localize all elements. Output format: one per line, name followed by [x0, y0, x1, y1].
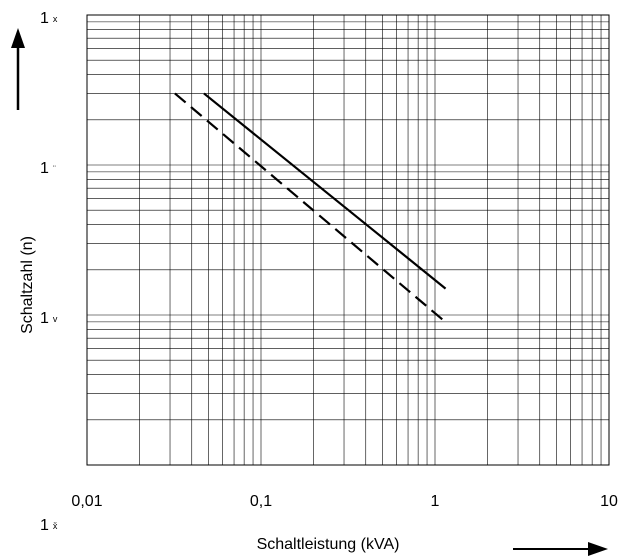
series-line-solid	[203, 92, 447, 290]
up-arrow-icon	[11, 28, 25, 110]
y-tick-exponent: x̌	[53, 521, 58, 531]
x-tick-label: 0,1	[250, 493, 272, 510]
y-tick-label: 1 x̌	[40, 517, 58, 534]
x-axis-label: Schaltleistung (kVA)	[257, 536, 400, 553]
series-group	[174, 92, 447, 322]
x-tick-label: 0,01	[71, 493, 102, 510]
series-line-dashed	[174, 92, 445, 322]
y-tick-label: 1 ¨	[40, 160, 56, 177]
x-tick-labels: 0,01 0,1 1 10	[71, 493, 618, 510]
x-tick-label: 10	[600, 493, 618, 510]
y-tick-labels: 1 x 1 ¨ 1 v 1 x̌	[40, 10, 58, 534]
y-tick-exponent: ¨	[53, 164, 56, 174]
grid	[86, 15, 609, 466]
y-tick-exponent: v	[53, 314, 58, 324]
y-tick-exponent: x	[53, 14, 58, 24]
y-axis-label: Schaltzahl (n)	[19, 236, 36, 334]
right-arrow-icon	[513, 542, 608, 556]
x-tick-label: 1	[431, 493, 440, 510]
plot-frame	[86, 14, 610, 466]
